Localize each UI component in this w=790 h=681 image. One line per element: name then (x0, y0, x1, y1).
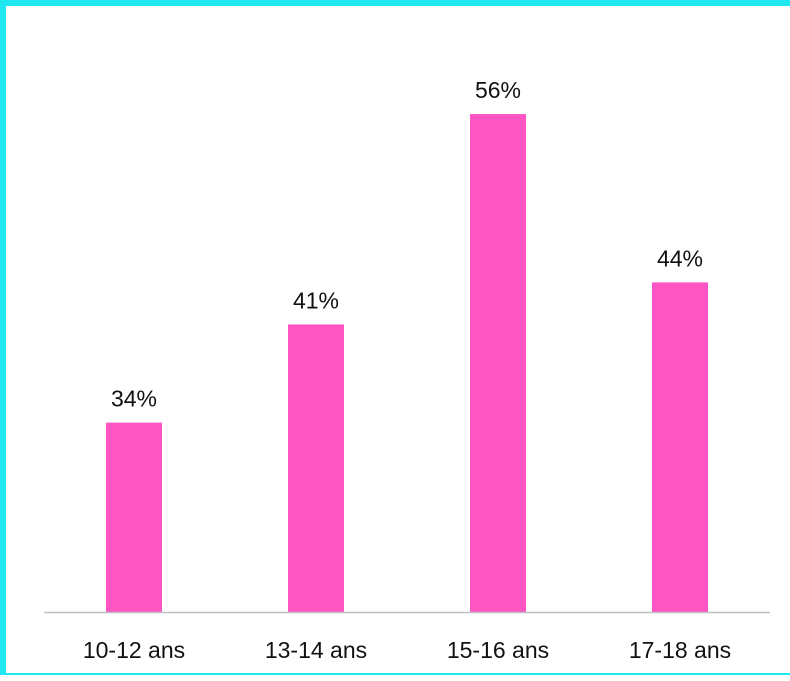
value-label-3: 56% (475, 77, 521, 103)
bar-2 (288, 324, 344, 612)
value-label-2: 41% (293, 287, 339, 313)
bars-layer (106, 114, 708, 612)
x-tick-label-1: 10-12 ans (83, 637, 185, 663)
bar-1 (106, 423, 162, 612)
x-tick-label-4: 17-18 ans (629, 637, 731, 663)
x-tick-label-2: 13-14 ans (265, 637, 367, 663)
x-tick-labels-layer: 10-12 ans 13-14 ans 15-16 ans 17-18 ans (83, 637, 731, 663)
bar-chart: 34% 41% 56% 44% 10-12 ans 13-14 ans 15-16 ans… (6, 6, 790, 681)
bar-3 (470, 114, 526, 612)
value-labels-layer: 34% 41% 56% 44% (111, 77, 703, 412)
value-label-1: 34% (111, 386, 157, 412)
bar-4 (652, 282, 708, 612)
value-label-4: 44% (657, 245, 703, 271)
x-tick-label-3: 15-16 ans (447, 637, 549, 663)
